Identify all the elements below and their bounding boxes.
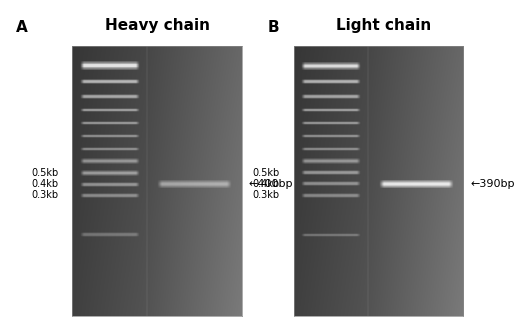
Text: ←400bp: ←400bp bbox=[249, 179, 294, 189]
Text: 0.4kb: 0.4kb bbox=[31, 179, 59, 189]
Text: A: A bbox=[15, 20, 27, 35]
Text: Heavy chain: Heavy chain bbox=[105, 18, 210, 33]
Text: 0.3kb: 0.3kb bbox=[31, 190, 59, 200]
Text: Light chain: Light chain bbox=[336, 18, 431, 33]
Text: 0.3kb: 0.3kb bbox=[253, 190, 280, 200]
Text: 0.4kb: 0.4kb bbox=[253, 179, 280, 189]
Text: 0.5kb: 0.5kb bbox=[253, 168, 280, 178]
Text: ←390bp: ←390bp bbox=[470, 179, 515, 189]
Text: 0.5kb: 0.5kb bbox=[31, 168, 59, 178]
Text: B: B bbox=[268, 20, 280, 35]
